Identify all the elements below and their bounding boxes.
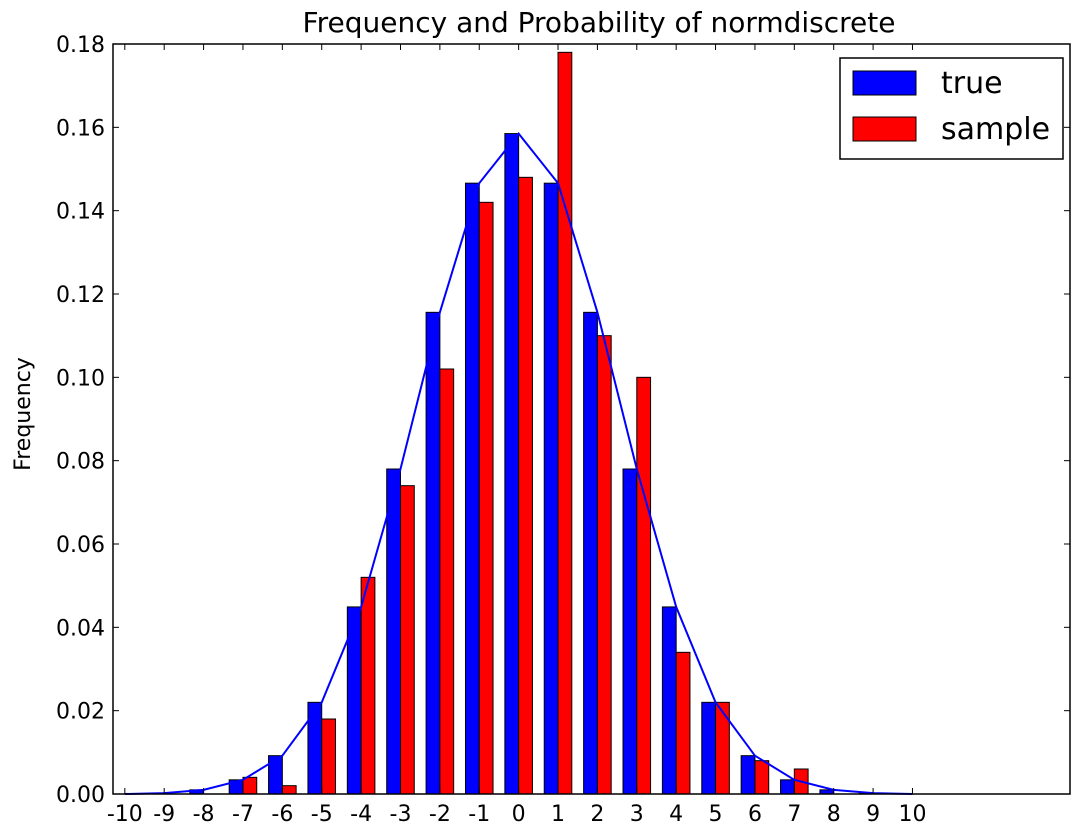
legend-label-sample: sample [941, 112, 1050, 147]
y-tick-label: 0.16 [56, 116, 105, 141]
y-tick-label: 0.02 [56, 700, 105, 725]
x-tick-label: -2 [429, 802, 451, 827]
x-tick-label: -3 [390, 802, 412, 827]
bar-true-0 [504, 133, 520, 795]
bar-sample--3 [399, 485, 415, 795]
bars-group [149, 51, 874, 795]
bar-sample-0 [518, 176, 533, 795]
legend: true sample [839, 57, 1064, 160]
x-tick-label: 10 [898, 802, 926, 827]
x-tick-label: -10 [107, 802, 143, 827]
bar-true-1 [543, 182, 559, 795]
x-tick-label: -1 [468, 802, 490, 827]
x-tick-label: 2 [590, 802, 604, 827]
bar-true-6 [740, 755, 756, 795]
line-true [124, 131, 913, 795]
bar-sample-5 [715, 701, 730, 795]
y-tick-label: 0.08 [56, 450, 105, 475]
y-tick-label: 0.06 [56, 533, 105, 558]
bar-sample--5 [321, 718, 337, 795]
x-tick-label: 9 [866, 802, 880, 827]
bar-sample-6 [754, 760, 770, 795]
y-tick-label: 0.10 [56, 366, 105, 391]
legend-swatch-sample [852, 116, 917, 142]
x-tick-label: 5 [709, 802, 723, 827]
bar-sample--6 [281, 785, 297, 795]
bar-sample--2 [439, 368, 455, 795]
bar-true--1 [464, 182, 480, 795]
bar-true-5 [701, 701, 717, 795]
bar-true-7 [780, 779, 795, 795]
y-tick-label: 0.12 [56, 283, 105, 308]
x-tick-label: 1 [551, 802, 565, 827]
x-tick-label: 8 [827, 802, 841, 827]
bar-true--5 [307, 701, 323, 795]
legend-swatch-true [852, 70, 917, 96]
y-axis-label: Frequency [11, 357, 36, 471]
x-tick-label: -8 [193, 802, 215, 827]
x-tick-label: -6 [271, 802, 293, 827]
bar-true--2 [425, 311, 441, 795]
x-tick-label: 7 [787, 802, 801, 827]
bar-sample--7 [242, 776, 258, 795]
bar-sample-3 [636, 376, 652, 795]
x-tick-label: 0 [512, 802, 526, 827]
x-tick-label: -5 [311, 802, 333, 827]
x-tick-label: 6 [748, 802, 762, 827]
y-tick-label: 0.00 [56, 783, 105, 808]
y-tick-label: 0.18 [56, 33, 105, 58]
bar-true-2 [583, 311, 598, 795]
y-tick-label: 0.14 [56, 200, 105, 225]
bar-sample--4 [360, 576, 376, 795]
bar-sample--1 [478, 201, 494, 795]
chart-title: Frequency and Probability of normdiscret… [303, 6, 896, 39]
x-ticks-group: -10 -9 -8 -7 -6 -5 -4 -3 -2 -1 0 1 2 3 4 5 6 7 8 9 10 [107, 44, 926, 827]
legend-label-true: true [941, 66, 1003, 101]
line-layer [124, 131, 913, 795]
bar-true-4 [661, 606, 677, 795]
bar-sample-4 [675, 651, 691, 795]
bar-true-3 [622, 468, 638, 795]
y-tick-label: 0.04 [56, 616, 105, 641]
x-tick-label: 4 [669, 802, 683, 827]
bar-sample-2 [596, 335, 612, 795]
y-ticks-group: 0.00 0.02 0.04 0.06 0.08 0.10 0.12 0.14 0.16 0.18 [56, 33, 1070, 808]
bar-true--3 [386, 468, 401, 795]
bar-true--6 [268, 755, 283, 795]
bar-sample-1 [557, 51, 573, 795]
x-tick-label: -9 [153, 802, 175, 827]
x-tick-label: -7 [232, 802, 254, 827]
plot-frame [112, 43, 1071, 795]
x-tick-label: -4 [350, 802, 372, 827]
x-tick-label: 3 [630, 802, 644, 827]
